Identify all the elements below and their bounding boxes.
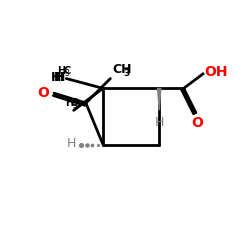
Text: H: H [55, 71, 65, 84]
Text: 3: 3 [65, 69, 70, 78]
Text: C: C [64, 66, 71, 76]
Text: H: H [54, 71, 64, 84]
Text: C: C [71, 98, 78, 108]
Text: OH: OH [204, 66, 228, 80]
Text: 3: 3 [72, 100, 77, 110]
Text: H: H [65, 98, 73, 108]
Polygon shape [158, 88, 161, 110]
Text: H: H [51, 71, 62, 84]
Text: O: O [37, 86, 49, 100]
Text: 3: 3 [124, 69, 130, 78]
Text: H: H [67, 137, 76, 150]
Text: O: O [191, 116, 203, 130]
Text: H: H [154, 116, 164, 130]
Text: H: H [58, 66, 66, 76]
Text: CH: CH [113, 63, 132, 76]
